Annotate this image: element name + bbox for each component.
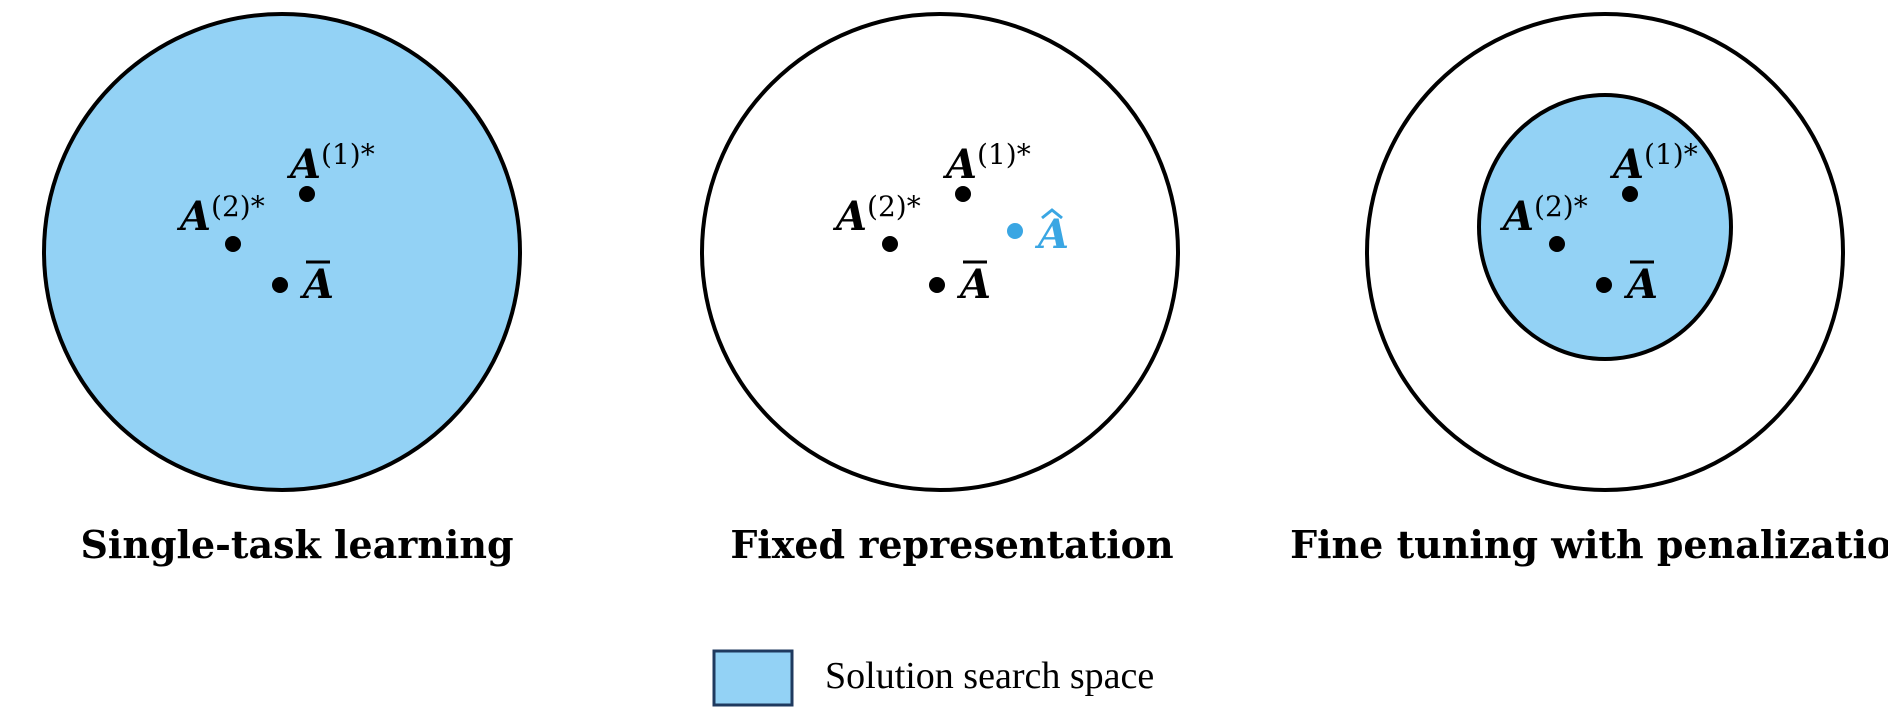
panel-fixed-representation: A(1)* A(2)* A A Fixed representation xyxy=(700,12,1180,567)
caption-single-task: Single-task learning xyxy=(80,522,513,567)
caption-fine-tuning: Fine tuning with penalization xyxy=(1290,522,1888,567)
label-a2-star: A(2)* xyxy=(1499,190,1588,240)
panel-single-task: A(1)* A(2)* A Single-task learning xyxy=(42,12,522,567)
legend-swatch xyxy=(712,649,794,707)
label-a-bar: A xyxy=(1623,261,1658,308)
point-a-bar xyxy=(1596,277,1612,293)
caption-fixed-representation: Fixed representation xyxy=(730,522,1173,567)
point-a-bar xyxy=(929,277,945,293)
point-a2-star xyxy=(1549,236,1565,252)
label-a1-star: A(1)* xyxy=(286,138,375,188)
point-a2-star xyxy=(882,236,898,252)
point-a2-star xyxy=(225,236,241,252)
point-a-hat xyxy=(1007,223,1023,239)
outer-region xyxy=(700,12,1180,492)
label-a2-star: A(2)* xyxy=(832,190,921,240)
label-a1-star: A(1)* xyxy=(942,138,1031,188)
inner-search-region xyxy=(1477,93,1733,361)
point-a1-star xyxy=(299,186,315,202)
legend-label: Solution search space xyxy=(825,655,1154,697)
legend: Solution search space xyxy=(712,649,1154,707)
label-a-bar: A xyxy=(299,261,334,308)
outer-search-region xyxy=(42,12,522,492)
point-a1-star xyxy=(955,186,971,202)
label-a2-star: A(2)* xyxy=(176,190,265,240)
point-a1-star xyxy=(1622,186,1638,202)
point-a-bar xyxy=(272,277,288,293)
label-a-hat: A xyxy=(1034,211,1069,258)
label-a-bar: A xyxy=(956,261,991,308)
label-a1-star: A(1)* xyxy=(1609,138,1698,188)
panel-fine-tuning: A(1)* A(2)* A Fine tuning with penalizat… xyxy=(1290,12,1888,567)
hat-over-a xyxy=(1041,208,1063,220)
